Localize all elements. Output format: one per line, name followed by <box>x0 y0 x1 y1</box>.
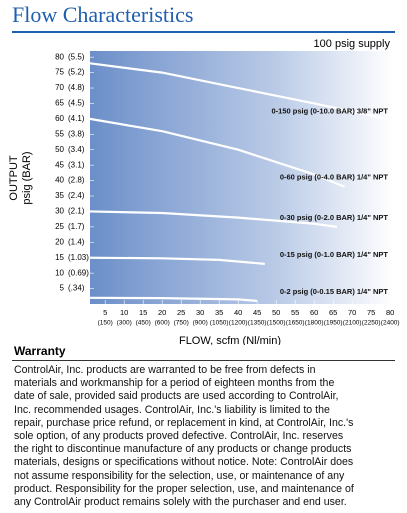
x-tick-label: 5 <box>103 308 107 317</box>
x-tick-label: 40 <box>234 308 242 317</box>
flow-curve <box>89 296 258 303</box>
y-tick-label: 80 <box>55 52 64 61</box>
y-tick-label: 55 <box>55 129 64 138</box>
y-tick-label: 35 <box>55 191 64 200</box>
y-tick-bar-label: (1.4) <box>68 237 85 246</box>
chart-subtitle: 100 psig supply <box>314 38 391 50</box>
x-tick-label: 30 <box>196 308 204 317</box>
y-tick-bar-label: (1.7) <box>68 222 85 231</box>
y-tick-label: 75 <box>55 68 64 77</box>
chart: 100 psig supply FLOW, scfm (Nl/min) OUTP… <box>8 38 400 345</box>
flow-curve <box>89 117 346 188</box>
x-tick-nl-label: (1650) <box>286 320 305 327</box>
warranty-line: not assume responsibility for the select… <box>14 469 345 482</box>
y-tick-label: 45 <box>55 160 64 169</box>
x-tick-nl-label: (600) <box>155 320 170 327</box>
curve-label: 0-2 psig (0-0.15 BAR) 1/4" NPT <box>280 287 389 296</box>
y-tick-bar-label: (2.1) <box>68 207 85 216</box>
y-tick-bar-label: (2.8) <box>68 176 85 185</box>
y-tick-label: 50 <box>55 145 64 154</box>
x-tick-nl-label: (900) <box>193 320 208 327</box>
y-tick-label: 25 <box>55 222 64 231</box>
y-tick-bar-label: (4.5) <box>68 99 85 108</box>
y-tick-label: 5 <box>60 284 65 293</box>
curve-label: 0-15 psig (0-1.0 BAR) 1/4" NPT <box>280 250 389 259</box>
x-tick-label: 20 <box>158 308 166 317</box>
warranty-line: repair, purchase price refund, or replac… <box>14 416 354 429</box>
x-tick-nl-label: (2400) <box>381 320 400 327</box>
x-tick-nl-label: (1800) <box>305 320 324 327</box>
x-tick-nl-label: (1500) <box>267 320 286 327</box>
y-tick-label: 40 <box>55 176 64 185</box>
warranty-text: ControlAir, Inc. products are warranted … <box>14 364 354 509</box>
warranty-line: materials, designs or specifications wit… <box>14 456 354 469</box>
y-tick-bar-label: (3.1) <box>68 160 85 169</box>
y-tick-bar-label: (0.69) <box>68 268 89 277</box>
curve-label: 0-30 psig (0-2.0 BAR) 1/4" NPT <box>280 213 389 222</box>
y-tick-bar-label: (4.1) <box>68 114 85 123</box>
warranty-rule <box>12 360 395 361</box>
warranty-line: any ControlAir product remains solely wi… <box>14 496 347 509</box>
x-tick-label: 10 <box>120 308 128 317</box>
y-tick-bar-label: (1.03) <box>68 253 89 262</box>
y-tick-label: 60 <box>55 114 64 123</box>
x-tick-label: 60 <box>310 308 318 317</box>
title-rule <box>12 31 395 33</box>
x-tick-nl-label: (450) <box>136 320 151 327</box>
y-axis-label: OUTPUT <box>8 155 20 201</box>
x-tick-nl-label: (1950) <box>324 320 343 327</box>
page-title: Flow Characteristics <box>12 2 194 27</box>
y-tick-label: 15 <box>55 253 64 262</box>
curve-label: 0-60 psig (0-4.0 BAR) 1/4" NPT <box>280 173 389 182</box>
y-tick-label: 65 <box>55 99 64 108</box>
x-tick-nl-label: (300) <box>117 320 132 327</box>
x-tick-nl-label: (150) <box>98 320 113 327</box>
y-tick-bar-label: (5.5) <box>68 52 85 61</box>
warranty-line: sole option, of any products proved defe… <box>14 430 344 443</box>
warranty-line: date of sale, provided said products are… <box>14 390 339 403</box>
y-tick-bar-label: (4.8) <box>68 83 85 92</box>
x-tick-label: 75 <box>367 308 375 317</box>
x-tick-label: 25 <box>177 308 185 317</box>
y-tick-bar-label: (5.2) <box>68 68 85 77</box>
x-tick-nl-label: (2250) <box>362 320 381 327</box>
x-tick-nl-label: (1050) <box>210 320 229 327</box>
x-tick-label: 70 <box>348 308 356 317</box>
x-tick-label: 55 <box>291 308 299 317</box>
y-tick-bar-label: (2.4) <box>68 191 85 200</box>
y-axis-label: psig (BAR) <box>21 151 33 204</box>
x-axis-label: FLOW, scfm (Nl/min) <box>179 335 281 345</box>
flow-curve <box>89 62 395 122</box>
x-tick-nl-label: (1350) <box>248 320 267 327</box>
warranty-line: Inc. recommended usages. ControlAir, Inc… <box>14 403 330 416</box>
curve-label: 0-150 psig (0-10.0 BAR) 3/8" NPT <box>271 106 388 115</box>
x-tick-nl-label: (2100) <box>343 320 362 327</box>
y-tick-label: 10 <box>55 268 64 277</box>
x-tick-nl-label: (750) <box>174 320 189 327</box>
x-tick-label: 45 <box>253 308 261 317</box>
warranty-title: Warranty <box>14 344 66 358</box>
x-tick-label: 80 <box>386 308 394 317</box>
x-tick-label: 50 <box>272 308 280 317</box>
x-tick-label: 35 <box>215 308 223 317</box>
y-tick-label: 30 <box>55 207 64 216</box>
warranty-line: ControlAir, Inc. products are warranted … <box>14 364 316 376</box>
y-tick-label: 20 <box>55 237 64 246</box>
x-tick-label: 15 <box>139 308 147 317</box>
y-tick-bar-label: (.34) <box>68 284 85 293</box>
warranty-line: product. Responsibility for the proper s… <box>14 482 354 495</box>
x-tick-label: 65 <box>329 308 337 317</box>
y-tick-bar-label: (3.8) <box>68 129 85 138</box>
x-tick-nl-label: (1200) <box>229 320 248 327</box>
y-tick-label: 70 <box>55 83 64 92</box>
warranty-line: materials and workmanship for a period o… <box>14 377 335 390</box>
flow-curve <box>89 256 265 265</box>
y-tick-bar-label: (3.4) <box>68 145 85 154</box>
flow-curve <box>89 210 338 228</box>
warranty-line: the right to discontinue manufacture of … <box>14 443 352 456</box>
